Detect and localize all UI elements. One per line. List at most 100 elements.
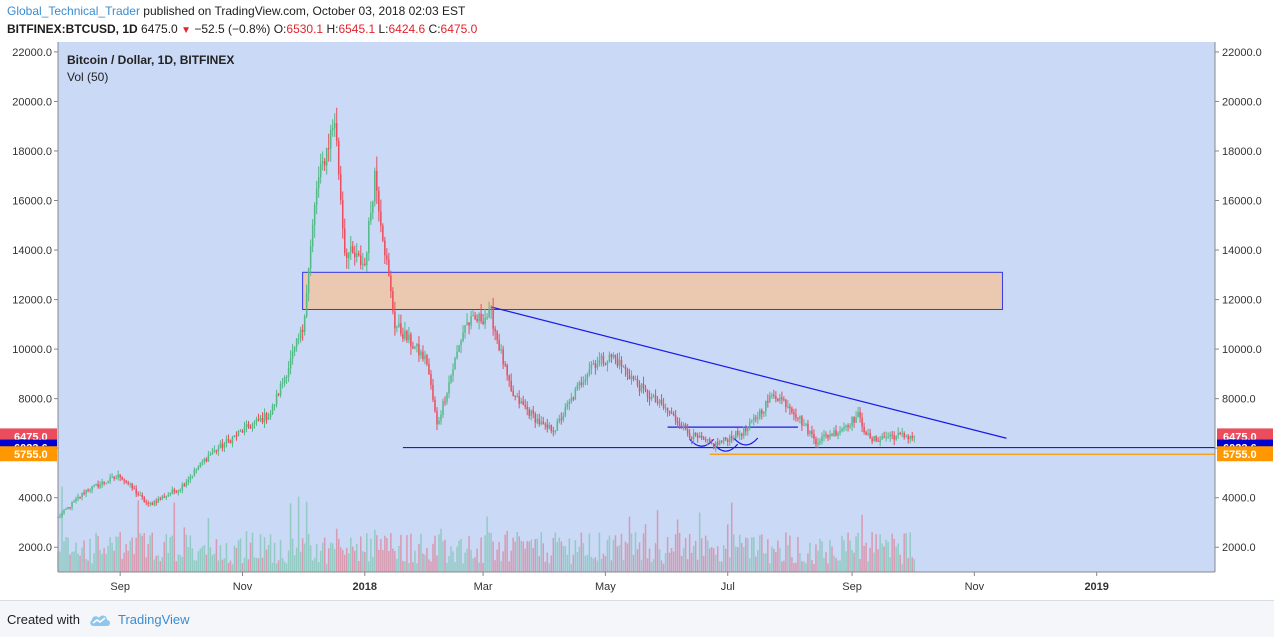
- candle-body: [376, 170, 378, 191]
- volume-bar: [125, 543, 127, 572]
- candle-body: [875, 436, 877, 441]
- candle-body: [530, 410, 532, 416]
- candle-body: [624, 366, 627, 370]
- tradingview-brand[interactable]: TradingView: [118, 612, 190, 627]
- volume-bar: [167, 553, 170, 572]
- volume-bar: [269, 534, 272, 572]
- volume-bar: [155, 555, 158, 572]
- candle-body: [335, 123, 338, 141]
- bottom-arc-marker: [733, 437, 759, 446]
- candle-body: [79, 496, 81, 498]
- tradingview-cloud-icon: [90, 615, 110, 626]
- volume-bar: [620, 533, 623, 572]
- volume-bar: [223, 558, 226, 572]
- candle-body: [913, 436, 915, 438]
- volume-bar: [640, 560, 643, 572]
- price-label-left: [0, 446, 57, 462]
- candle-body: [149, 503, 151, 505]
- candle-body: [590, 364, 593, 370]
- candle-body: [777, 398, 779, 401]
- volume-bar: [891, 533, 893, 572]
- candle-body: [117, 474, 119, 478]
- volume-bar: [103, 548, 105, 572]
- volume-bar: [452, 551, 454, 572]
- author-link[interactable]: Global_Technical_Trader: [7, 4, 140, 18]
- x-tick-label: Nov: [965, 581, 985, 593]
- candle-body: [253, 421, 256, 425]
- volume-bar: [775, 551, 777, 572]
- price-chart[interactable]: 2000.02000.04000.04000.06000.06000.08000…: [0, 42, 1274, 600]
- volume-bar: [682, 547, 685, 572]
- volume-bar: [119, 532, 121, 572]
- volume-bar: [861, 514, 863, 572]
- volume-bar: [442, 541, 444, 572]
- volume-bar: [765, 553, 767, 572]
- candle-body: [341, 200, 344, 229]
- candle-body: [221, 443, 224, 448]
- volume-bar: [117, 536, 119, 572]
- volume-bar: [887, 541, 889, 572]
- candle-body: [350, 246, 352, 253]
- volume-bar: [99, 549, 101, 572]
- volume-bar: [434, 535, 436, 572]
- y-tick-label-right: 2000.0: [1222, 542, 1256, 554]
- y-tick-label-right: 18000.0: [1222, 146, 1262, 158]
- volume-bar: [564, 546, 567, 572]
- volume-bar: [532, 547, 534, 572]
- volume-bar: [472, 558, 474, 572]
- volume-bar: [496, 549, 498, 572]
- candle-body: [650, 396, 653, 400]
- volume-bar: [851, 549, 853, 572]
- volume-bar: [285, 563, 288, 572]
- candle-body: [317, 177, 320, 189]
- volume-bar: [444, 539, 446, 572]
- candle-body: [594, 363, 597, 368]
- volume-bar: [161, 557, 164, 572]
- volume-bar: [135, 537, 137, 572]
- y-tick-label-left: 14000.0: [12, 245, 52, 257]
- candle-body: [702, 437, 705, 440]
- candle-body: [69, 507, 71, 509]
- candle-body: [895, 435, 897, 440]
- candle-body: [217, 448, 220, 452]
- chart-area[interactable]: 2000.02000.04000.04000.06000.06000.08000…: [0, 42, 1274, 600]
- candle-body: [105, 482, 107, 484]
- volume-bar: [255, 557, 258, 572]
- volume-bar: [199, 548, 202, 572]
- volume-bar: [598, 532, 601, 572]
- candle-body: [859, 412, 861, 418]
- candle-body: [522, 401, 524, 405]
- candle-body: [478, 313, 480, 322]
- candle-body: [672, 413, 675, 416]
- candle-body: [805, 423, 807, 425]
- candle-body: [642, 383, 645, 389]
- volume-bar: [552, 537, 555, 572]
- volume-bar: [105, 553, 107, 572]
- volume-bar: [191, 548, 194, 572]
- candle-body: [825, 434, 827, 436]
- candle-body: [546, 424, 549, 429]
- volume-bar: [855, 536, 857, 572]
- volume-bar: [339, 547, 342, 572]
- candle-body: [422, 351, 424, 360]
- volume-bar: [93, 553, 95, 572]
- candle-body: [331, 127, 334, 131]
- candle-body: [428, 363, 430, 375]
- volume-bar: [590, 556, 593, 572]
- candle-body: [618, 359, 621, 366]
- y-tick-label-right: 14000.0: [1222, 245, 1262, 257]
- volume-bar: [197, 551, 200, 572]
- volume-bar: [378, 549, 380, 572]
- volume-bar: [193, 560, 196, 572]
- candle-body: [185, 482, 188, 487]
- candle-body: [370, 212, 372, 222]
- volume-indicator-label[interactable]: Vol (50): [67, 70, 108, 84]
- volume-bar: [608, 535, 611, 572]
- candle-body: [873, 436, 875, 442]
- volume-bar: [345, 547, 348, 572]
- y-tick-label-left: 4000.0: [18, 493, 52, 505]
- volume-bar: [305, 501, 308, 572]
- volume-bar: [684, 537, 687, 572]
- candle-body: [333, 123, 336, 128]
- volume-bar: [227, 562, 230, 572]
